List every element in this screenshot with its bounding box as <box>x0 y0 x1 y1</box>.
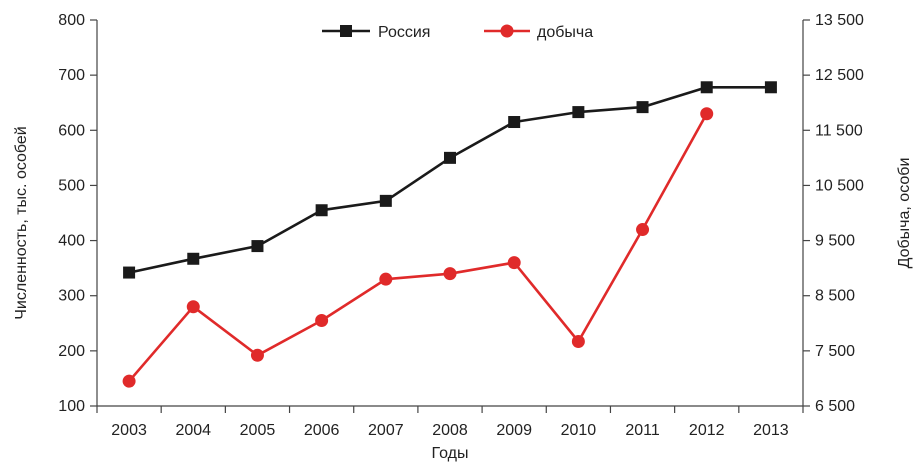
x-axis-title: Годы <box>432 445 469 462</box>
data-point-square <box>187 252 200 265</box>
x-tick-label: 2009 <box>496 422 532 439</box>
data-point-circle <box>636 223 650 237</box>
y2-tick-label: 10 500 <box>815 177 864 194</box>
data-point-circle <box>315 314 329 328</box>
data-point-circle <box>379 272 393 286</box>
y2-tick-label: 11 500 <box>815 122 863 139</box>
x-tick-label: 2013 <box>753 422 789 439</box>
legend: Россия добыча <box>322 24 593 41</box>
data-point-square <box>123 266 136 279</box>
legend-marker-circle <box>500 24 514 38</box>
y2-tick-label: 6 500 <box>815 398 855 415</box>
y-tick-label: 100 <box>58 398 85 415</box>
y2-tick-label: 9 500 <box>815 233 855 250</box>
data-point-square <box>251 240 264 253</box>
y-tick-label: 500 <box>58 177 85 194</box>
x-tick-label: 2008 <box>432 422 468 439</box>
y2-axis-title: Добыча, особи <box>896 158 913 269</box>
x-tick-label: 2003 <box>111 422 147 439</box>
x-tick-label: 2007 <box>368 422 404 439</box>
data-point-circle <box>443 267 457 281</box>
x-tick-label: 2006 <box>304 422 340 439</box>
y2-tick-label: 13 500 <box>815 12 864 29</box>
data-point-square <box>315 204 328 217</box>
data-point-circle <box>571 334 585 348</box>
x-tick-label: 2010 <box>561 422 597 439</box>
data-point-square <box>700 81 713 94</box>
y-tick-label: 300 <box>58 288 85 305</box>
y2-tick-label: 8 500 <box>815 288 855 305</box>
series-lines <box>128 86 771 383</box>
x-tick-label: 2012 <box>689 422 725 439</box>
data-point-square <box>444 151 456 164</box>
data-point-circle <box>122 374 136 388</box>
x-tick-label: 2004 <box>175 422 211 439</box>
y-tick-label: 600 <box>58 122 85 139</box>
data-point-square <box>572 106 585 119</box>
data-point-square <box>764 81 777 94</box>
legend-label: добыча <box>537 24 593 41</box>
y-tick-label: 800 <box>58 12 85 29</box>
y-axis-title: Численность, тыс. особей <box>13 126 30 319</box>
y-tick-label: 400 <box>58 233 85 250</box>
legend-label: Россия <box>378 24 430 41</box>
x-tick-label: 2005 <box>240 422 276 439</box>
series-markers <box>122 81 777 388</box>
data-point-square <box>636 101 649 114</box>
x-tick-label: 2011 <box>625 422 660 439</box>
series-line-1 <box>128 113 708 383</box>
y-tick-label: 200 <box>58 343 85 360</box>
axes: 100 200 300 400 500 600 700 800 6 500 7 500 8 500 9… <box>58 12 864 439</box>
y2-tick-label: 12 500 <box>815 67 864 84</box>
data-point-square <box>379 194 392 207</box>
data-point-circle <box>186 300 200 314</box>
data-point-circle <box>507 256 521 270</box>
data-point-circle <box>700 107 714 121</box>
data-point-circle <box>250 348 264 362</box>
series-line-0 <box>128 86 771 274</box>
data-point-square <box>508 116 521 129</box>
legend-marker-square <box>340 25 352 37</box>
y-tick-label: 700 <box>58 67 85 84</box>
y2-tick-label: 7 500 <box>815 343 855 360</box>
